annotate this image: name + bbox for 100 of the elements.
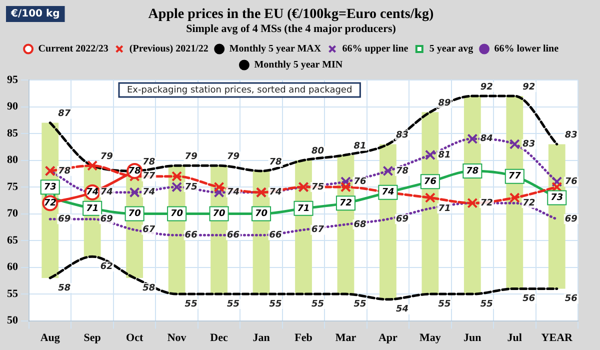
data-label: 62 [100, 262, 113, 272]
x-tick-label: Jun [464, 332, 482, 344]
y-tick-label: 55 [7, 288, 18, 300]
data-label: 56 [564, 294, 578, 304]
x-tick-label: Mar [335, 332, 356, 344]
data-label: 78 [142, 157, 156, 168]
data-label: 66 [227, 230, 240, 241]
data-label: 87 [58, 109, 72, 120]
y-tick-label: 75 [7, 180, 18, 193]
data-label: 73 [44, 182, 56, 192]
legend-label: Monthly 5 year MIN [254, 60, 344, 71]
data-label: 54 [396, 304, 408, 315]
data-label: 80 [312, 146, 324, 157]
x-tick-label: YEAR [541, 332, 574, 344]
data-label: 78 [128, 166, 141, 176]
data-label: 69 [564, 214, 578, 224]
legend-label: Current 2022/23 [38, 44, 108, 55]
data-label: 55 [354, 299, 366, 310]
y-tick-label: 95 [7, 74, 18, 86]
annotation: Ex-packaging station prices, sorted and packaged [127, 85, 352, 96]
x-tick-label: Aug [40, 332, 60, 344]
chart-subtitle: Simple avg of 4 MSs (the 4 major producers) [186, 23, 396, 36]
x-tick-label: Oct [126, 332, 144, 344]
data-label: 58 [142, 283, 156, 294]
data-label: 77 [508, 172, 522, 182]
data-label: 71 [297, 204, 310, 214]
x-tick-label: Apr [378, 332, 398, 344]
data-label: 75 [184, 182, 198, 192]
data-label: 83 [522, 140, 536, 150]
data-label: 66 [184, 230, 198, 241]
data-label: 67 [312, 225, 325, 236]
legend-label: (Previous) 2021/22 [129, 44, 208, 55]
x-tick-label: May [419, 332, 442, 344]
data-label: 72 [522, 198, 536, 208]
data-label: 74 [382, 188, 394, 198]
data-label: 92 [480, 82, 493, 92]
data-label: 55 [312, 299, 324, 310]
data-label: 83 [396, 130, 408, 141]
data-label: 83 [564, 130, 578, 141]
data-label: 66 [269, 230, 282, 241]
data-label: 89 [438, 98, 451, 108]
data-label: 79 [227, 152, 240, 162]
data-label: 74 [269, 188, 282, 198]
y-tick-label: 60 [7, 261, 18, 274]
data-label: 55 [227, 299, 240, 310]
data-label: 72 [480, 198, 493, 208]
data-label: 67 [142, 225, 156, 236]
x-tick-label: Feb [294, 332, 312, 344]
data-label: 70 [170, 209, 184, 220]
x-tick-label: Jul [507, 332, 522, 344]
data-label: 55 [438, 299, 451, 310]
data-label: 73 [550, 193, 564, 204]
data-label: 74 [142, 188, 156, 198]
legend-label: Monthly 5 year MAX [229, 44, 322, 55]
legend-label: 66% lower line [494, 44, 560, 55]
x-tick-label: Sep [84, 332, 101, 344]
x-tick-label: Dec [210, 332, 228, 344]
data-label: 77 [142, 172, 156, 182]
data-label: 78 [396, 166, 408, 176]
data-label: 71 [86, 204, 99, 214]
data-label: 69 [396, 214, 408, 224]
data-label: 55 [269, 299, 282, 310]
x-tick-label: Jan [252, 332, 270, 344]
data-label: 69 [100, 214, 113, 224]
data-label: 69 [58, 214, 71, 224]
data-label: 78 [58, 166, 71, 176]
y-tick-label: 65 [7, 234, 18, 246]
data-label: 74 [100, 188, 113, 198]
text: €/100 kg [10, 8, 60, 20]
data-label: 81 [438, 150, 451, 160]
data-label: 84 [480, 134, 493, 144]
data-label: 76 [424, 177, 436, 188]
data-label: 74 [86, 188, 99, 198]
data-label: 78 [269, 157, 282, 168]
data-label: 72 [339, 198, 352, 208]
data-label: 70 [255, 209, 268, 220]
data-label: 79 [184, 152, 198, 162]
data-label: 70 [212, 209, 226, 220]
y-tick-label: 80 [7, 154, 18, 166]
data-label: 76 [354, 177, 366, 188]
data-label: 55 [480, 299, 493, 310]
x-tick-label: Nov [167, 332, 187, 344]
data-label: 79 [100, 152, 113, 162]
legend-label: 66% upper line [342, 44, 409, 55]
data-label: 76 [564, 177, 578, 188]
data-label: 78 [466, 166, 479, 176]
data-label: 56 [522, 294, 536, 304]
data-label: 92 [522, 82, 536, 92]
data-label: 74 [227, 188, 240, 198]
data-label: 81 [354, 141, 366, 152]
data-label: 58 [58, 283, 71, 294]
data-label: 70 [128, 209, 141, 220]
data-label: 55 [184, 299, 198, 310]
data-label: 71 [438, 204, 451, 214]
chart-title: Apple prices in the EU (€/100kg=Euro cents/kg) [148, 7, 434, 22]
legend-label: 5 year avg [429, 44, 474, 55]
data-label: 68 [354, 220, 366, 230]
y-tick-label: 85 [7, 127, 18, 140]
y-tick-label: 90 [7, 100, 18, 113]
y-tick-label: 70 [7, 208, 18, 220]
